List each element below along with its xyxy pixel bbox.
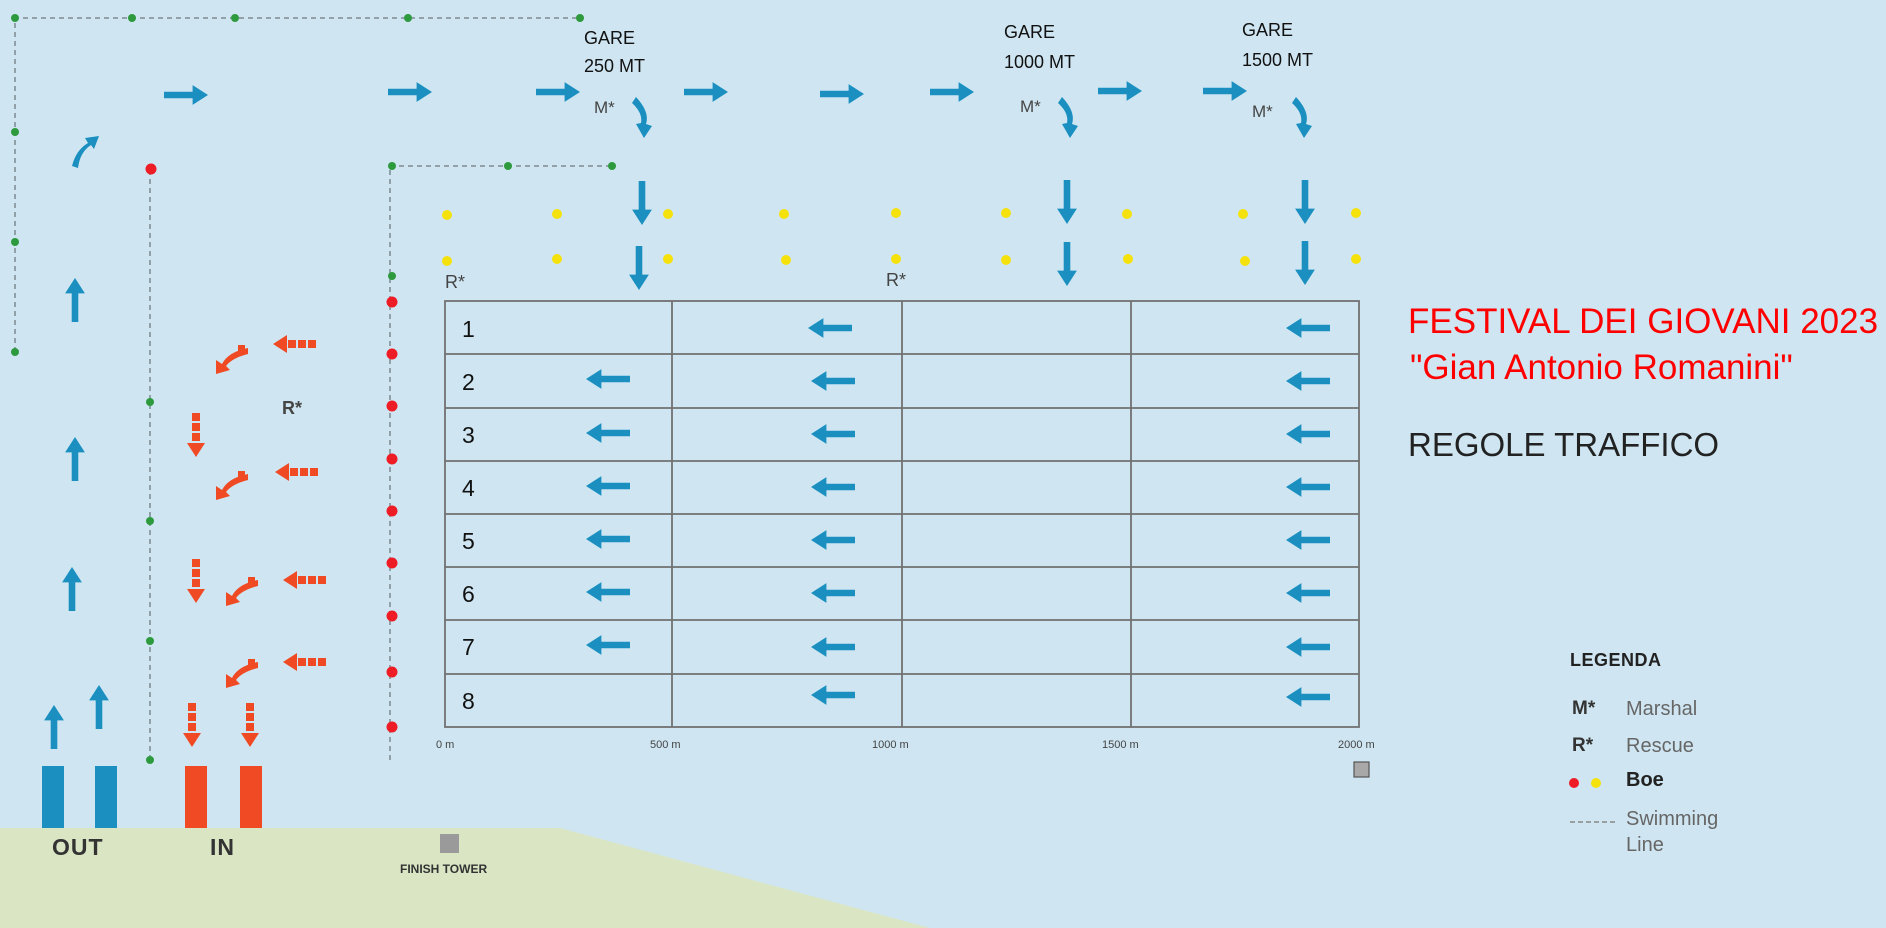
distance-tick: 1500 m [1102, 739, 1139, 751]
marshal-250: M* [594, 98, 615, 117]
shore-land [0, 828, 930, 928]
in-arrows-down [183, 413, 259, 747]
in-bars [185, 766, 262, 828]
in-label: IN [210, 834, 235, 860]
distance-tick: 1000 m [872, 739, 909, 751]
swimming-line-dots [11, 14, 616, 764]
swimming-line-inner [389, 165, 612, 760]
lane-number: 6 [462, 581, 475, 607]
race-1500-label-1: GARE [1242, 20, 1294, 40]
turn-arrows [72, 97, 1312, 168]
course-arrows-down [629, 180, 1315, 290]
lane-number: 3 [462, 422, 475, 448]
event-subtitle: "Gian Antonio Romanini" [1410, 348, 1793, 387]
course-arrows-right [164, 81, 1247, 105]
distance-tick: 500 m [650, 739, 681, 751]
in-arrows-left [273, 335, 326, 671]
red-buoys [145, 163, 398, 733]
lane-number: 7 [462, 634, 475, 660]
legend-value-rescue: Rescue [1626, 735, 1694, 757]
race-250-label-2: 250 MT [584, 56, 646, 76]
race-1000-label-2: 1000 MT [1004, 52, 1076, 72]
lane-grid [444, 300, 1360, 728]
lane-number: 8 [462, 688, 475, 714]
marshal-1000: M* [1020, 97, 1041, 116]
legend-value-swim-line-2: Line [1626, 834, 1664, 856]
legend-yellow-buoy-icon [1591, 778, 1601, 788]
lane-arrows-left [586, 318, 1330, 707]
event-title: FESTIVAL DEI GIOVANI 2023 [1408, 302, 1879, 341]
race-1000-label-1: GARE [1004, 22, 1056, 42]
legend-value-buoys: Boe [1626, 769, 1664, 791]
lane-number: 4 [462, 475, 475, 501]
lane-number: 2 [462, 369, 475, 395]
rescue-marker-3: R* [282, 398, 303, 418]
rescue-marker-1: R* [445, 272, 466, 292]
race-1500-label-2: 1500 MT [1242, 50, 1314, 70]
lane-number: 5 [462, 528, 475, 554]
distance-tick: 2000 m [1338, 739, 1375, 751]
lane-number: 1 [462, 316, 475, 342]
finish-tower-icon [440, 834, 459, 853]
finish-tower-label: FINISH TOWER [400, 862, 488, 876]
rescue-marker-2: R* [886, 270, 907, 290]
legend-red-buoy-icon [1569, 778, 1579, 788]
distance-tick: 0 m [436, 739, 455, 751]
marshal-1500: M* [1252, 102, 1273, 121]
finish-tower-course-icon [1353, 761, 1370, 778]
legend-value-swim-line-1: Swimming [1626, 808, 1719, 830]
race-250-label-1: GARE [584, 28, 636, 48]
legend-key-marshal: M* [1572, 698, 1596, 719]
out-label: OUT [52, 834, 104, 860]
traffic-rules-heading: REGOLE TRAFFICO [1408, 426, 1720, 463]
out-arrows-up [44, 278, 109, 749]
legend-key-rescue: R* [1572, 735, 1594, 756]
yellow-buoys [442, 208, 1361, 266]
legend-title: LEGENDA [1570, 650, 1662, 670]
out-bars [42, 766, 117, 828]
in-arrows-curved [216, 345, 258, 688]
legend-value-marshal: Marshal [1626, 698, 1698, 720]
